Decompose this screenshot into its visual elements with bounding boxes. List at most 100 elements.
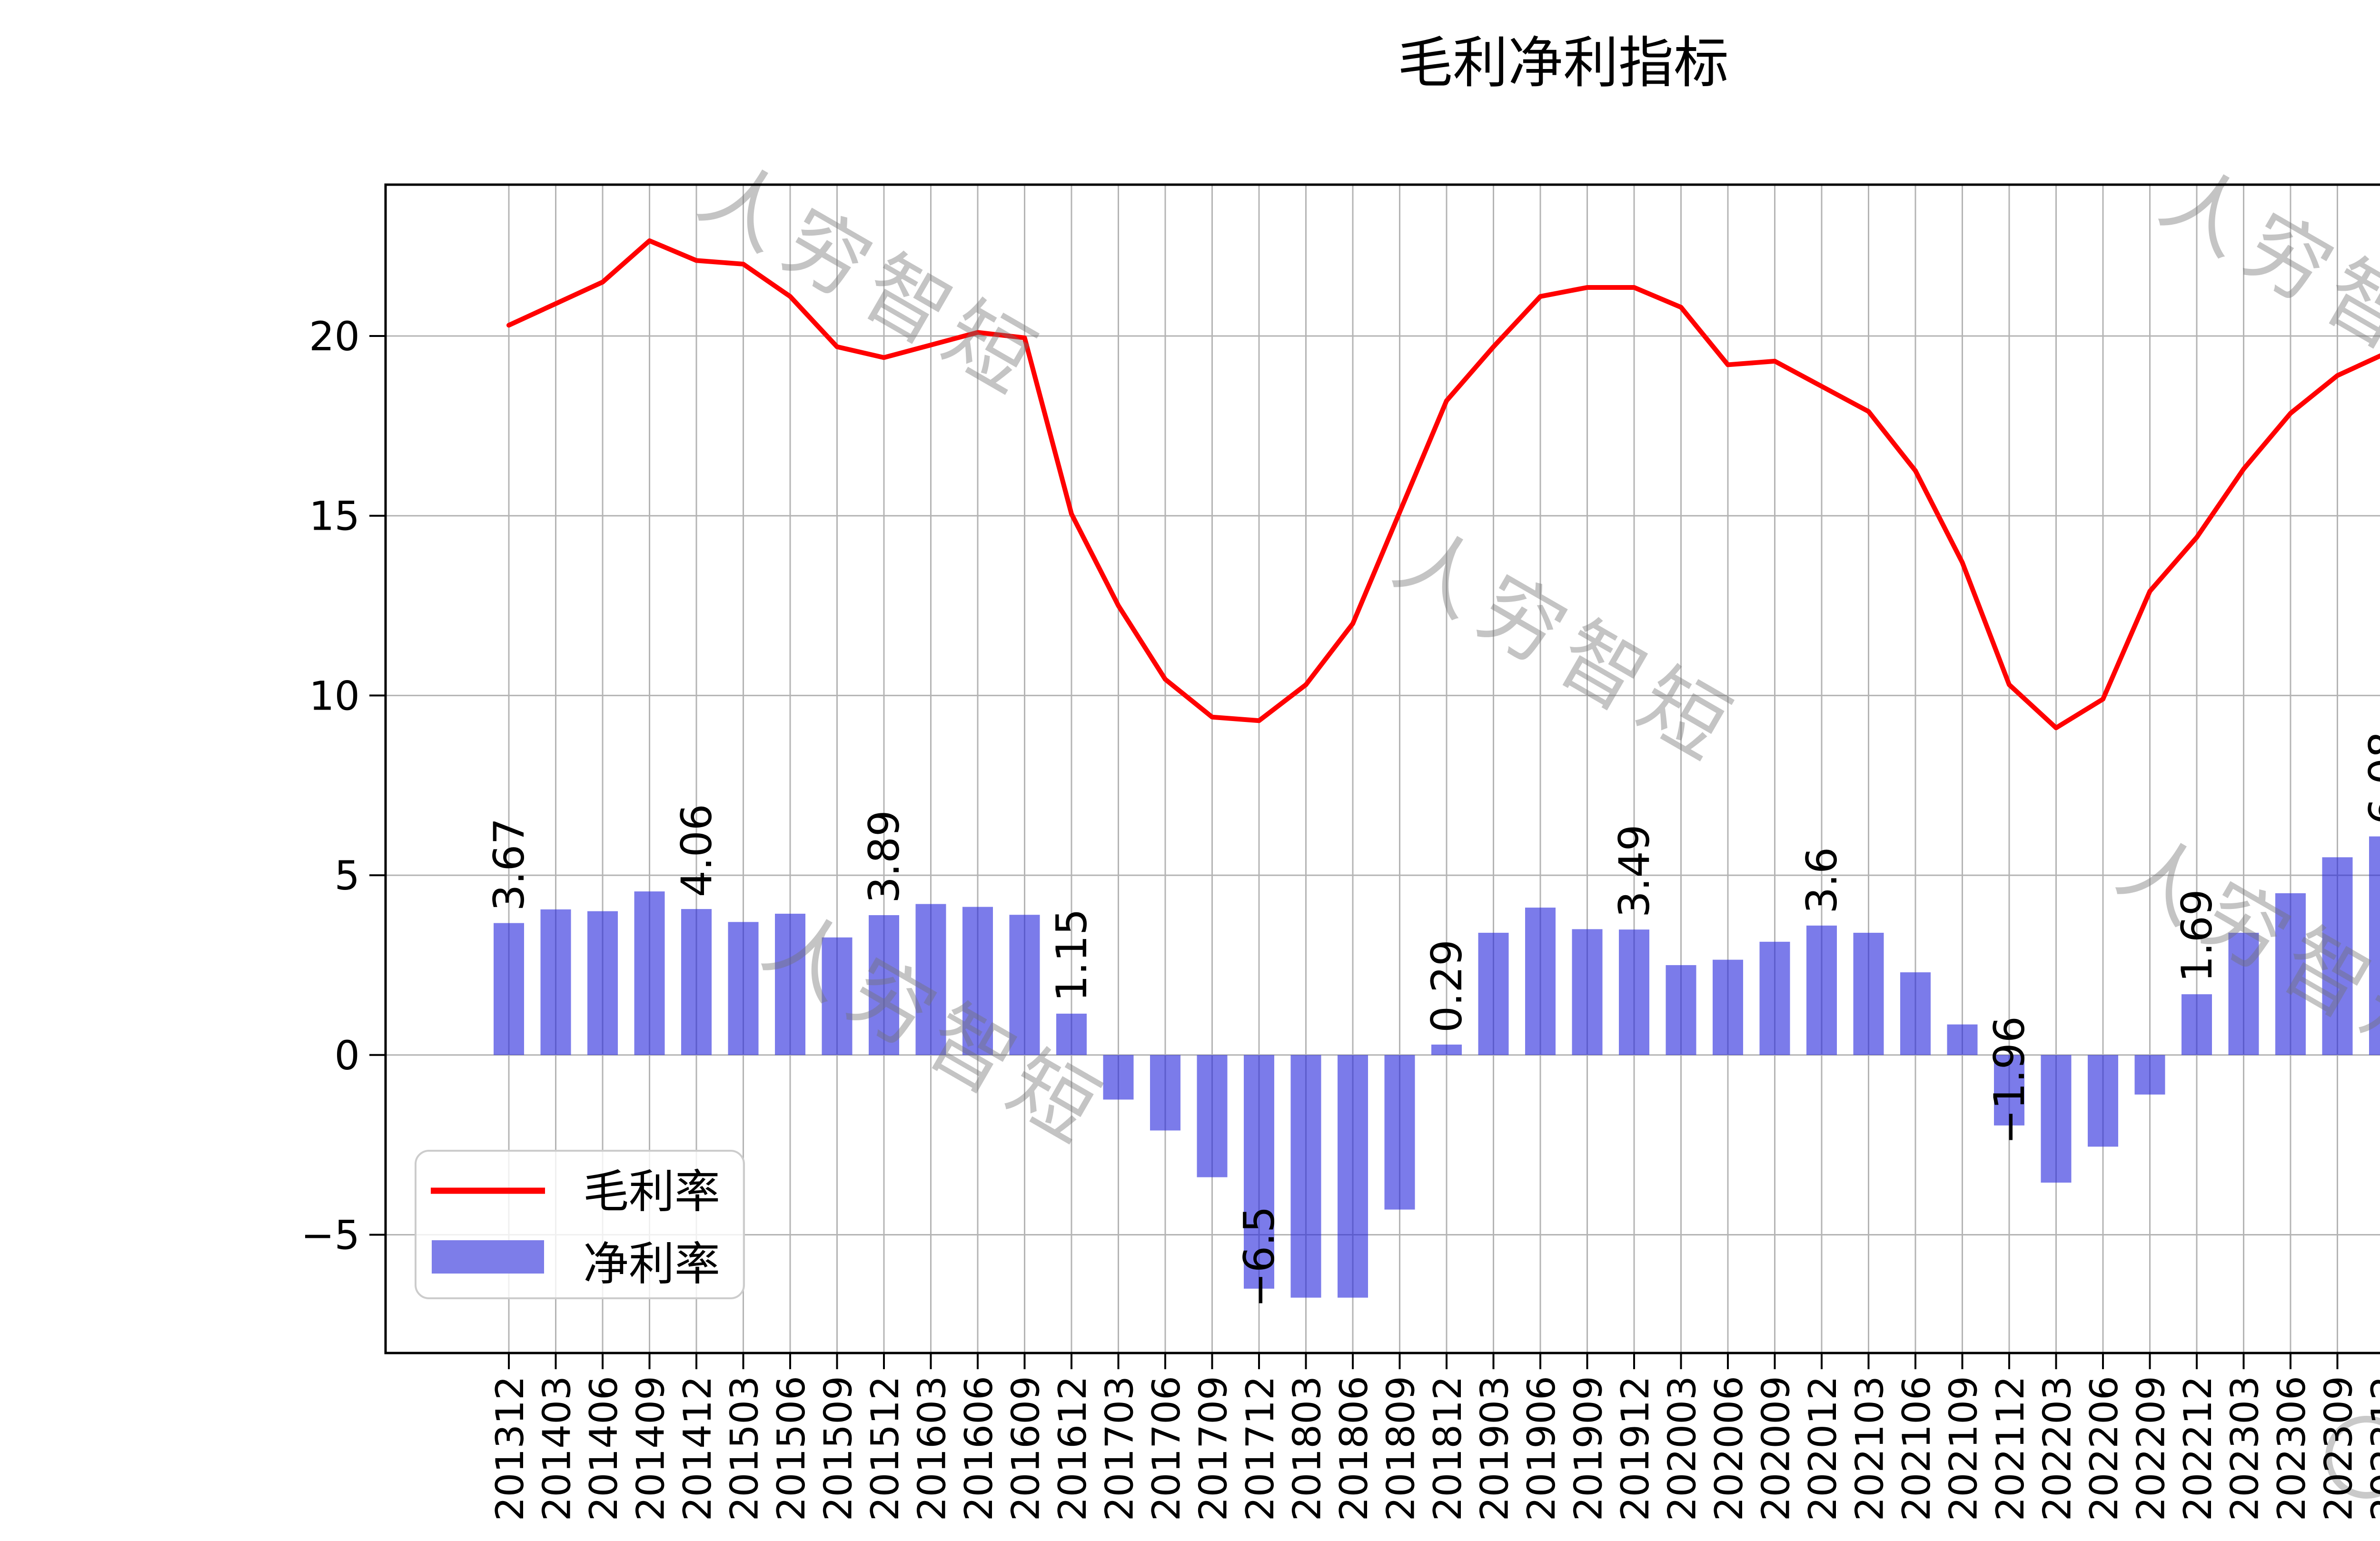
- xueqiu-logo-icon: [2325, 1416, 2380, 1499]
- x-tick-label: 202009: [1754, 1376, 1798, 1521]
- net-margin-bar: [1103, 1055, 1134, 1100]
- bar-value-label: 3.67: [485, 818, 534, 911]
- x-tick-label: 201709: [1191, 1376, 1236, 1521]
- net-margin-bar: [1759, 941, 1790, 1055]
- x-tick-label: 201312: [488, 1376, 532, 1521]
- x-tick-label: 201506: [769, 1376, 813, 1521]
- net-margin-bar: [1338, 1055, 1368, 1298]
- net-margin-bar: [1666, 965, 1696, 1055]
- net-margin-bar: [1197, 1055, 1228, 1177]
- legend: 毛利率 净利率: [415, 1150, 745, 1299]
- bar-value-label: 4.06: [672, 804, 721, 897]
- net-margin-bar: [1009, 915, 1040, 1055]
- x-tick-label: 202306: [2270, 1376, 2314, 1521]
- x-tick-label: 202303: [2223, 1376, 2267, 1521]
- plot-spines: [384, 183, 2380, 1354]
- net-margin-bar: [681, 909, 712, 1055]
- net-margin-bar: [1150, 1055, 1180, 1131]
- net-margin-bar: [2228, 932, 2259, 1055]
- net-margin-bar: [1056, 1013, 1087, 1055]
- chart-title: 毛利净利指标: [1398, 31, 1729, 95]
- net-margin-bar: [915, 904, 946, 1055]
- x-tick-label: 201606: [957, 1376, 1001, 1521]
- x-tick-label: 201612: [1051, 1376, 1095, 1521]
- x-tick-label: 201706: [1144, 1376, 1189, 1521]
- y-tick-label: 5: [335, 852, 360, 899]
- bar-value-label: −1.96: [1985, 1016, 2034, 1145]
- x-tick-label: 201909: [1567, 1376, 1611, 1521]
- net-margin-bar: [2369, 836, 2380, 1055]
- x-tick-label: 201809: [1379, 1376, 1423, 1521]
- net-margin-bar: [1806, 925, 1837, 1055]
- x-tick-label: 202106: [1894, 1376, 1939, 1521]
- x-tick-label: 201503: [723, 1376, 767, 1521]
- x-tick-label: 201512: [863, 1376, 907, 1521]
- x-tick-label: 202309: [2317, 1376, 2361, 1521]
- bars-layer: [494, 836, 2380, 1298]
- net-margin-bar: [1619, 929, 1649, 1055]
- net-margin-bar: [2275, 893, 2306, 1055]
- xueqiu-watermark: 雪球 人穷智短: [2325, 1416, 2380, 1499]
- net-margin-bar: [1384, 1055, 1415, 1210]
- bar-value-label: 6.08: [2360, 731, 2380, 825]
- net-margin-bar: [1478, 932, 1509, 1055]
- net-margin-bar: [1525, 908, 1556, 1055]
- bar-value-label: 1.15: [1047, 909, 1096, 1002]
- net-margin-bar: [1244, 1055, 1274, 1289]
- x-tick-label: 201509: [816, 1376, 861, 1521]
- x-tick-label: 202206: [2082, 1376, 2126, 1521]
- net-margin-bar: [869, 915, 899, 1055]
- bar-value-labels: 3.67 4.06 3.89 1.15 −6.5 0.29 3.49 3.6 −1.96 1.69…: [485, 731, 2380, 1308]
- y-tick-label: 20: [309, 313, 360, 360]
- x-tick-label: 202006: [1707, 1376, 1751, 1521]
- net-margin-bar: [2182, 994, 2212, 1055]
- net-margin-bar: [1713, 959, 1743, 1055]
- y-tick-label: 0: [335, 1032, 360, 1079]
- net-margin-bar: [1994, 1055, 2024, 1126]
- bar-value-label: 3.49: [1610, 824, 1659, 918]
- x-tick-label: 201603: [910, 1376, 954, 1521]
- net-margin-bar: [822, 937, 853, 1055]
- net-margin-bar: [2322, 857, 2353, 1055]
- y-tick-label: 10: [309, 672, 360, 719]
- net-margin-bar: [1572, 929, 1603, 1055]
- net-margin-bar: [2088, 1055, 2118, 1147]
- x-tick-label: 201903: [1473, 1376, 1517, 1521]
- x-tick-label: 202212: [2176, 1376, 2220, 1521]
- x-tick-label: 201412: [675, 1376, 720, 1521]
- net-margin-bar: [2041, 1055, 2072, 1183]
- x-tick-label: 202103: [1848, 1376, 1892, 1521]
- x-tick-labels: 201312 201403 201406 201409 201412 201503 2015…: [488, 1376, 2380, 1521]
- net-margin-bar: [494, 923, 524, 1055]
- net-margin-bar: [775, 913, 805, 1055]
- net-margin-bar: [962, 907, 993, 1055]
- x-tick-label: 201406: [582, 1376, 626, 1521]
- y-tick-label: 15: [309, 493, 360, 540]
- legend-label-gross-margin: 毛利率: [583, 1165, 720, 1218]
- net-margin-bar: [1290, 1055, 1321, 1298]
- x-tick-label: 202312: [2363, 1376, 2380, 1521]
- x-tick-label: 202012: [1801, 1376, 1845, 1521]
- net-margin-bar: [1431, 1044, 1462, 1055]
- legend-bar-swatch: [432, 1240, 544, 1274]
- net-margin-bar: [1853, 932, 1884, 1055]
- net-margin-bar: [1900, 972, 1931, 1055]
- bar-value-label: 0.29: [1422, 939, 1471, 1033]
- bar-value-label: 3.89: [860, 810, 909, 903]
- y-tick-label: −5: [301, 1212, 360, 1258]
- gross-margin-line: [506, 238, 2380, 731]
- x-tick-label: 202203: [2035, 1376, 2080, 1521]
- x-tick-label: 201609: [1004, 1376, 1048, 1521]
- x-tick-label: 201812: [1426, 1376, 1470, 1521]
- x-tick-label: 201912: [1613, 1376, 1657, 1521]
- net-margin-bar: [2134, 1055, 2165, 1095]
- x-tick-label: 201712: [1238, 1376, 1282, 1521]
- x-tick-label: 202112: [1988, 1376, 2033, 1521]
- x-tick-label: 202003: [1660, 1376, 1705, 1521]
- x-tick-label: 202209: [2129, 1376, 2173, 1521]
- net-margin-bar: [587, 911, 618, 1055]
- line-layer: [506, 238, 2380, 731]
